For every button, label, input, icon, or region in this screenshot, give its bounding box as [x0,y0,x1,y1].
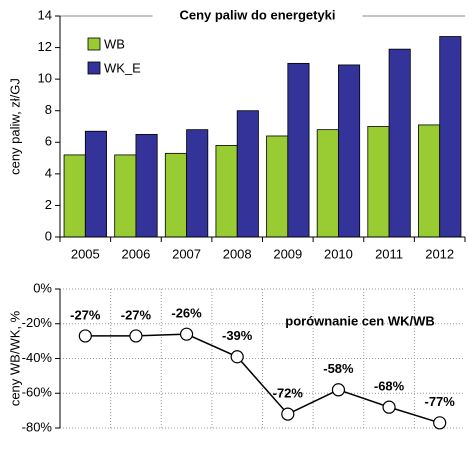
bar [63,154,86,238]
bar [164,152,187,238]
y-tick-label: 0 [45,228,52,243]
bar [338,64,361,238]
bar [114,154,137,238]
bar [236,110,259,238]
bar [266,135,289,238]
legend-label: WK_E [104,60,141,75]
y-tick-label: 0% [33,280,52,295]
value-label: -39% [222,328,253,343]
value-label: -27% [70,307,101,322]
marker [331,383,346,397]
legend-label: WB [104,36,125,51]
y-tick-label: -40% [22,350,53,365]
x-tick-label: 2012 [425,246,454,261]
y-tick-label: 4 [45,165,52,180]
x-tick-label: 2006 [121,246,150,261]
bar [215,145,238,238]
bar [135,133,158,238]
value-label: -72% [273,386,304,401]
y-tick-label: 2 [45,197,52,212]
marker [382,400,396,414]
y-tick-label: -20% [22,315,53,330]
bar [388,48,411,238]
y-tick-label: -60% [22,385,53,400]
value-label: -26% [171,306,202,321]
x-tick-label: 2009 [273,246,302,261]
value-label: -58% [323,361,354,376]
x-tick-label: 2007 [172,246,201,261]
bar [186,129,209,238]
value-label: -77% [425,394,456,409]
y-tick-label: 6 [45,134,52,149]
line [85,333,440,424]
x-tick-label: 2011 [375,246,403,261]
title-bg [152,8,363,24]
value-label: -27% [121,307,152,322]
marker [230,350,244,364]
y-axis-label: ceny paliw, zł/GJ [7,78,22,175]
bar [287,62,310,238]
legend-swatch [87,61,101,75]
marker [433,416,447,430]
value-label: -68% [374,379,405,394]
y-tick-label: 14 [38,7,52,22]
chart-title: porównanie cen WK/WB [285,313,435,328]
x-tick-label: 2008 [223,246,252,261]
marker [179,327,194,341]
bar [316,129,339,238]
legend-swatch [87,37,101,51]
y-axis-label: ceny WB/WK, % [7,310,22,406]
bar [367,126,390,238]
x-tick-label: 2010 [324,246,353,261]
bar [439,36,462,238]
marker [78,329,92,343]
bar [418,124,441,238]
marker [281,407,295,421]
y-tick-label: -80% [22,419,53,434]
y-tick-label: 12 [38,39,52,54]
chart-title: Ceny paliw do energetyki [179,7,335,22]
bar [84,130,107,238]
marker [129,329,143,343]
x-tick-label: 2005 [71,246,100,261]
y-tick-label: 8 [45,102,52,117]
y-tick-label: 10 [38,71,52,86]
